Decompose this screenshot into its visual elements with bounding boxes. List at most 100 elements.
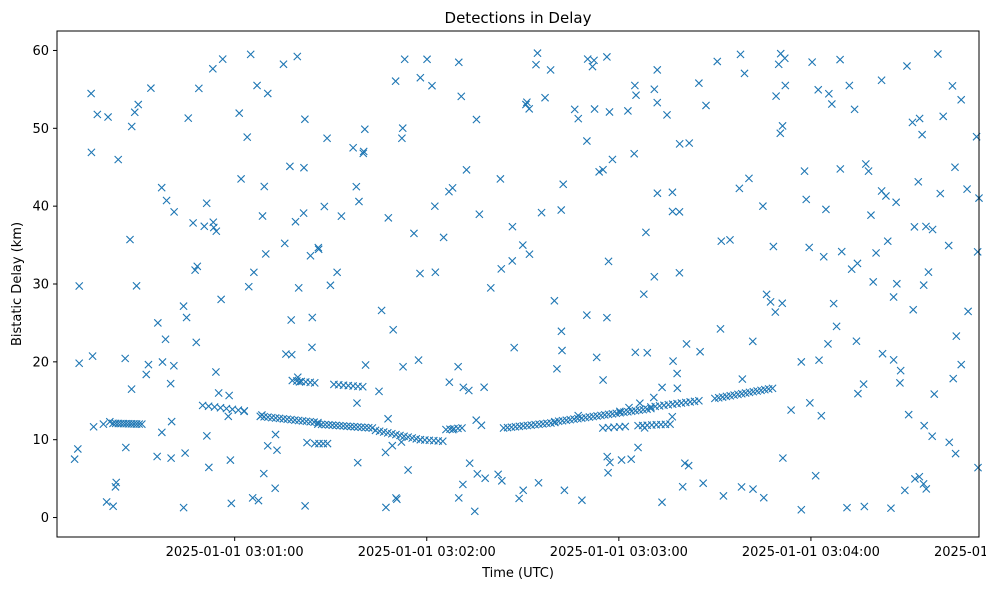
detection-point xyxy=(653,98,662,107)
detection-point xyxy=(557,327,566,336)
detection-point xyxy=(957,360,966,369)
x-tick-label: 2025-01-01 03:01:00 xyxy=(166,545,304,560)
detection-point xyxy=(105,417,114,426)
detection-point xyxy=(910,474,919,483)
detection-point xyxy=(557,206,566,215)
detection-point xyxy=(748,337,757,346)
detection-point xyxy=(273,446,281,455)
detection-point xyxy=(772,92,781,101)
detection-point xyxy=(928,225,937,234)
detection-point xyxy=(781,81,790,90)
detection-point xyxy=(532,60,540,69)
detection-point xyxy=(439,233,448,242)
detection-point xyxy=(872,248,881,257)
detection-point xyxy=(776,129,785,138)
detection-point xyxy=(933,50,942,59)
detection-point xyxy=(778,121,787,130)
detection-point xyxy=(696,347,705,356)
detection-point xyxy=(480,383,489,392)
detection-point xyxy=(649,393,658,402)
detection-point xyxy=(193,262,202,271)
detection-point xyxy=(602,313,611,322)
detection-point xyxy=(352,182,361,191)
detection-point xyxy=(653,65,662,74)
detection-point xyxy=(167,454,176,463)
detection-point xyxy=(930,390,939,399)
detection-point xyxy=(951,163,959,172)
detection-point xyxy=(939,112,948,121)
detection-point xyxy=(590,56,599,65)
detection-point xyxy=(668,412,677,421)
detection-point xyxy=(682,339,691,348)
detection-point xyxy=(814,85,823,94)
detection-point xyxy=(167,417,176,426)
detection-point xyxy=(630,81,639,90)
detection-point xyxy=(235,109,244,118)
detection-point xyxy=(853,389,862,398)
detection-point xyxy=(963,185,972,194)
detection-point xyxy=(776,49,785,58)
detection-point xyxy=(845,81,854,90)
detection-point xyxy=(398,124,407,133)
detection-point xyxy=(684,461,693,470)
detection-point xyxy=(843,503,851,512)
detection-point xyxy=(226,456,235,465)
detection-point xyxy=(515,494,524,503)
detection-point xyxy=(248,493,257,502)
detection-point xyxy=(428,81,436,90)
detection-point xyxy=(604,468,613,477)
detection-point xyxy=(162,196,171,205)
detection-point xyxy=(827,100,836,109)
detection-point xyxy=(130,108,139,117)
detection-point xyxy=(454,493,463,502)
detection-point xyxy=(744,174,753,183)
detection-point xyxy=(800,167,809,176)
detection-point xyxy=(805,243,814,252)
detection-point xyxy=(323,134,332,143)
detection-point xyxy=(771,308,780,317)
detection-point xyxy=(702,101,710,110)
detection-point xyxy=(263,441,272,450)
detection-point xyxy=(137,420,146,429)
y-axis-ticks: 0 10 20 30 40 50 60 xyxy=(32,44,57,526)
detection-point xyxy=(824,89,833,98)
detection-point xyxy=(821,205,830,214)
detection-point xyxy=(663,110,671,119)
detection-point xyxy=(603,452,612,461)
detection-point xyxy=(339,421,348,430)
detection-point xyxy=(409,229,418,238)
detection-point xyxy=(737,482,746,491)
detection-point xyxy=(388,441,397,450)
detection-point xyxy=(640,423,649,432)
detection-point xyxy=(889,293,898,302)
detection-point xyxy=(837,247,846,256)
detection-point xyxy=(191,266,200,275)
detection-point xyxy=(299,209,308,218)
detection-point xyxy=(99,420,108,429)
detection-point xyxy=(399,362,408,371)
detection-point xyxy=(902,62,911,71)
detection-point xyxy=(588,62,597,71)
detection-point xyxy=(521,100,530,109)
detection-point xyxy=(473,469,482,478)
detection-point xyxy=(313,420,322,429)
detection-point xyxy=(582,311,591,320)
detection-point xyxy=(377,306,386,315)
detection-point xyxy=(631,348,640,357)
detection-point xyxy=(808,58,817,67)
detection-point xyxy=(924,268,933,277)
detection-point xyxy=(157,183,166,192)
detection-point xyxy=(299,163,308,172)
detection-point xyxy=(454,58,463,67)
detection-point xyxy=(577,496,586,505)
detection-point xyxy=(320,202,329,211)
detection-point xyxy=(859,380,868,389)
detection-point xyxy=(716,324,725,333)
detection-point xyxy=(170,207,179,216)
detection-point xyxy=(852,337,861,346)
detection-point xyxy=(279,60,288,69)
detection-point xyxy=(204,463,213,472)
detection-point xyxy=(291,217,300,226)
detection-point xyxy=(719,491,728,500)
detection-point xyxy=(200,222,209,231)
